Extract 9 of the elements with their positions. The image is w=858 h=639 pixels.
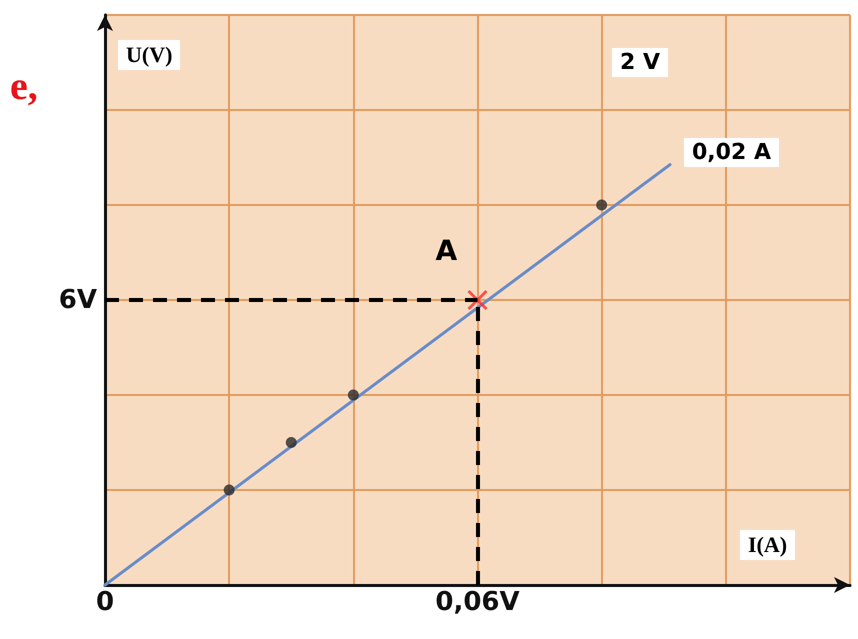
x-tick-label: 0,06V: [435, 587, 520, 617]
x-tick-label: 0: [96, 587, 114, 617]
ref-line-label: 6V: [58, 285, 97, 315]
annotation: A: [434, 233, 458, 269]
annotation: 0,02 A: [684, 138, 779, 167]
x-axis-title: I(A): [740, 530, 796, 560]
text: 2 V: [612, 48, 668, 77]
text: e,: [9, 62, 39, 110]
y-axis-title: U(V): [118, 40, 180, 70]
